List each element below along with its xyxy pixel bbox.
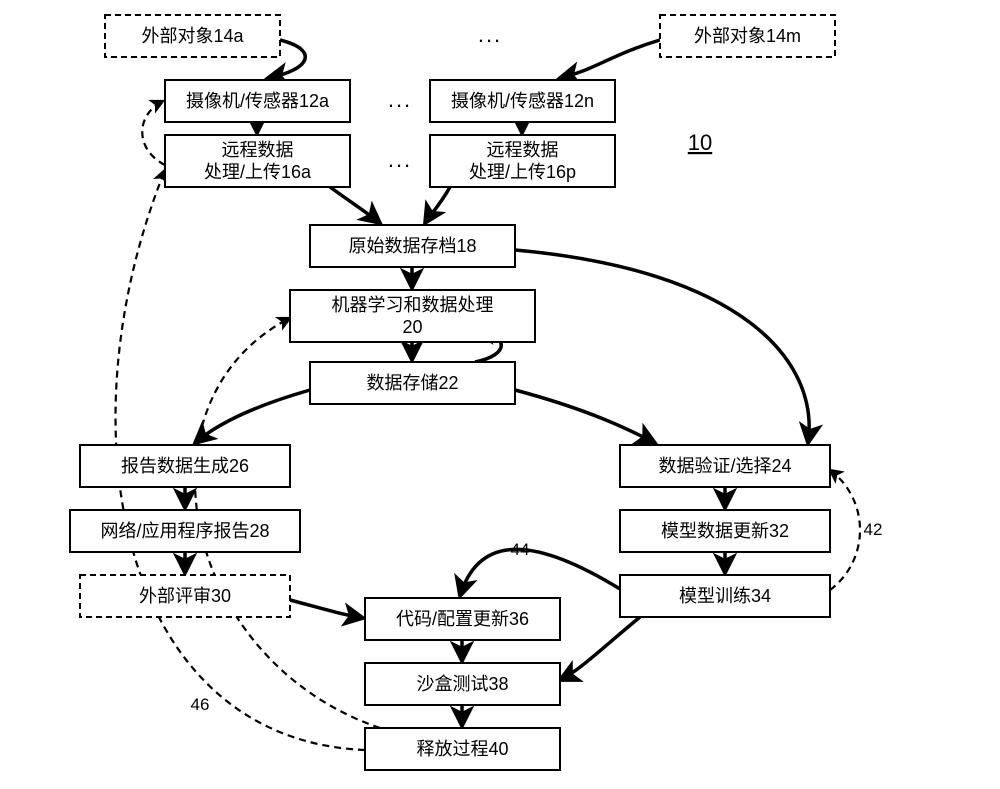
anno-42: 42 (864, 520, 883, 539)
node-ml-label1: 机器学习和数据处理 (332, 295, 494, 315)
node-store-label: 数据存储22 (366, 373, 458, 393)
node-rev30-label: 外部评审30 (139, 586, 231, 606)
node-rel40-label: 释放过程40 (416, 739, 508, 759)
node-ext_m-label: 外部对象14m (694, 26, 801, 46)
ellipsis-1: ... (388, 87, 412, 112)
node-rem_a-label1: 远程数据 (222, 140, 294, 160)
node-rep28-label: 网络/应用程序报告28 (100, 521, 269, 541)
node-rep26-label: 报告数据生成26 (121, 456, 249, 476)
node-ml-label2: 20 (402, 317, 422, 337)
ellipsis-0: ... (478, 22, 502, 47)
node-rem_p-label2: 处理/上传16p (469, 162, 576, 182)
node-cam_n-label: 摄像机/传感器12n (451, 91, 594, 111)
node-ext_a-label: 外部对象14a (141, 26, 244, 46)
ellipsis-2: ... (388, 147, 412, 172)
anno-44: 44 (511, 540, 530, 559)
anno-46: 46 (191, 695, 210, 714)
node-upd32-label: 模型数据更新32 (661, 521, 789, 541)
figure-label: 10 (688, 130, 712, 155)
node-sand38-label: 沙盒测试38 (416, 674, 508, 694)
node-rem_a-label2: 处理/上传16a (204, 162, 312, 182)
node-code36-label: 代码/配置更新36 (396, 609, 529, 629)
node-rem_p-label1: 远程数据 (487, 140, 559, 160)
node-train34-label: 模型训练34 (679, 586, 771, 606)
node-val24-label: 数据验证/选择24 (658, 456, 791, 476)
node-archive-label: 原始数据存档18 (348, 236, 476, 256)
node-cam_a-label: 摄像机/传感器12a (186, 91, 330, 111)
